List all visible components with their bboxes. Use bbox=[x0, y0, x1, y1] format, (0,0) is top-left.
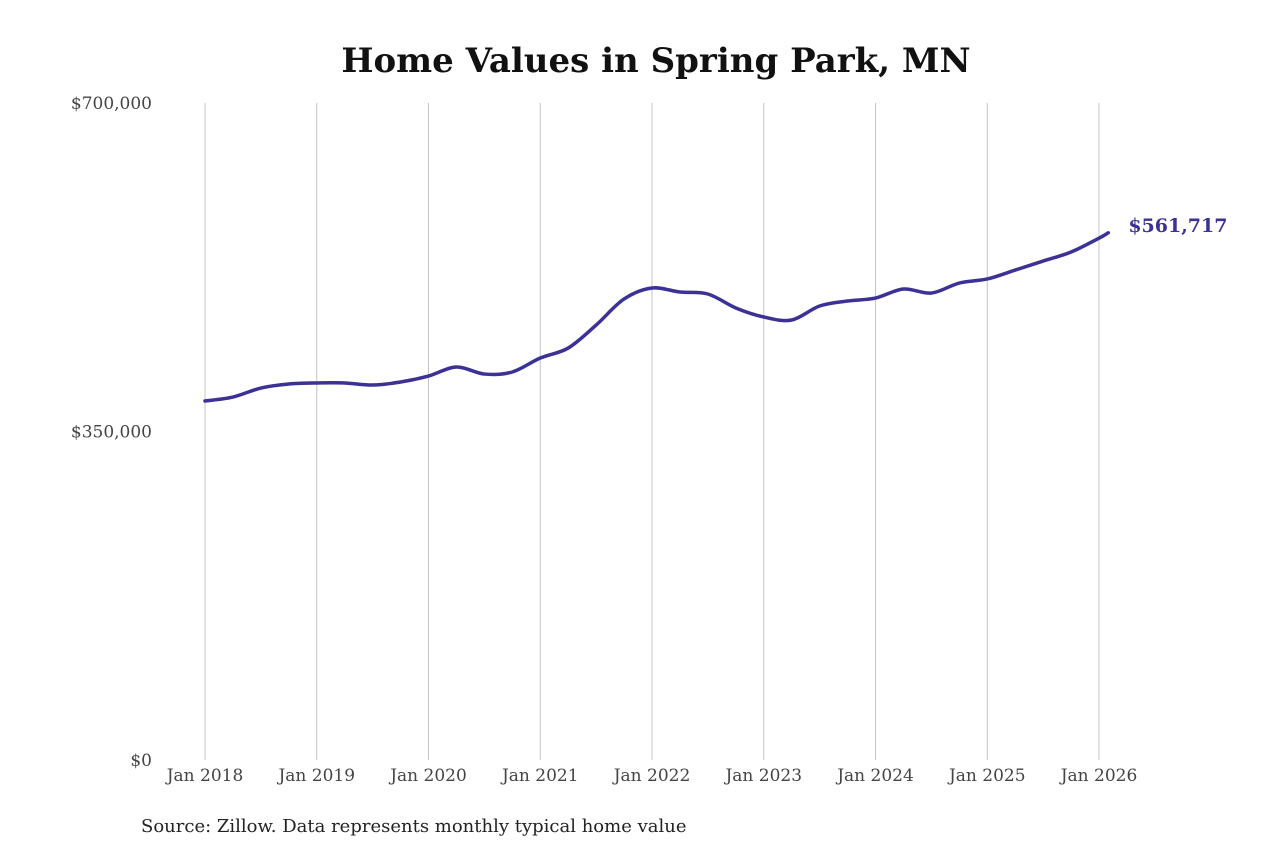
x-tick-label: Jan 2024 bbox=[835, 766, 914, 786]
y-tick-label: $700,000 bbox=[71, 94, 152, 114]
x-tick-label: Jan 2019 bbox=[276, 766, 355, 786]
x-axis: Jan 2018 Jan 2019 Jan 2020 Jan 2021 Jan 2022… bbox=[165, 766, 1138, 786]
y-tick-label: $0 bbox=[130, 751, 152, 771]
grid-lines bbox=[204, 103, 1100, 760]
end-value-label: $561,717 bbox=[1128, 215, 1227, 237]
series-line bbox=[203, 231, 1111, 403]
chart-title: Home Values in Spring Park, MN bbox=[341, 41, 970, 81]
y-axis: $0 $350,000 $700,000 bbox=[71, 94, 152, 771]
y-tick-label: $350,000 bbox=[71, 423, 152, 443]
x-tick-label: Jan 2023 bbox=[723, 766, 802, 786]
x-tick-label: Jan 2025 bbox=[947, 766, 1026, 786]
x-tick-label: Jan 2026 bbox=[1059, 766, 1138, 786]
x-tick-label: Jan 2018 bbox=[165, 766, 244, 786]
x-tick-label: Jan 2020 bbox=[388, 766, 467, 786]
x-tick-label: Jan 2021 bbox=[500, 766, 579, 786]
x-tick-label: Jan 2022 bbox=[612, 766, 691, 786]
source-note: Source: Zillow. Data represents monthly … bbox=[141, 816, 687, 837]
